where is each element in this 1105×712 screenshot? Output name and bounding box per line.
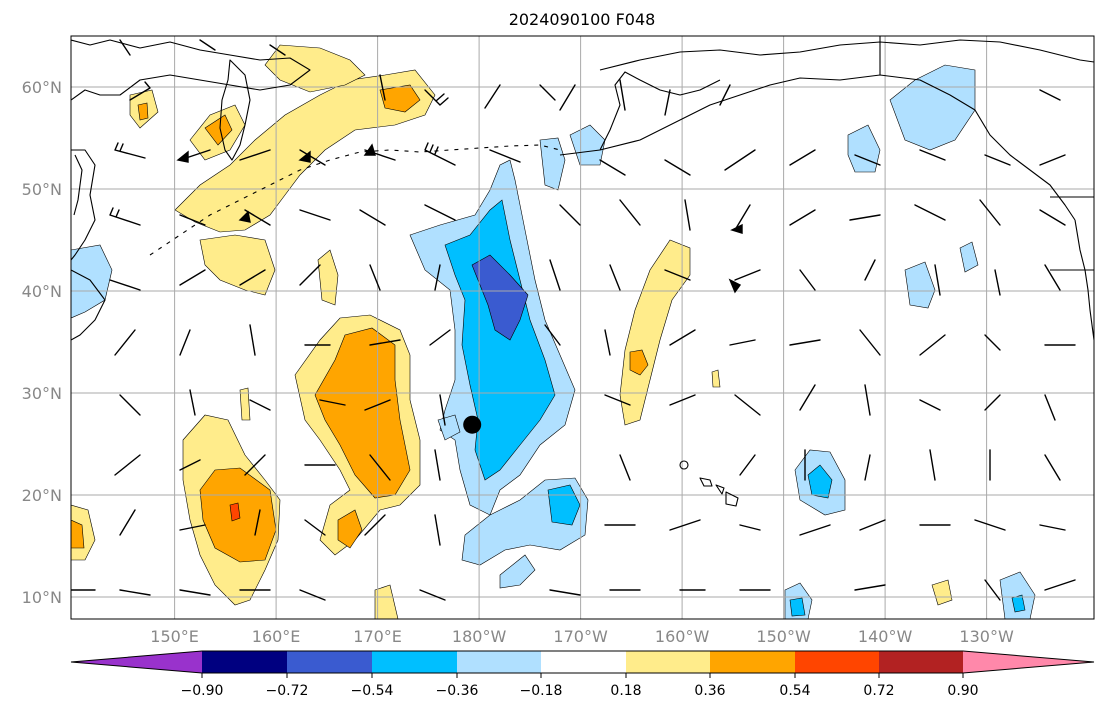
anomaly-band-northwest — [264, 44, 366, 93]
anomaly-hawaii-ne-core — [807, 464, 833, 499]
anomaly-ne-pacific-spot — [904, 261, 936, 309]
anomaly-band-north-core — [379, 84, 421, 113]
anomaly-central-pacific-lobe — [337, 509, 363, 549]
coastline-kamchatka — [219, 59, 251, 161]
coastline-siberia — [71, 39, 311, 101]
positive-anomaly-regions — [71, 44, 953, 619]
anomaly-s-spot-core — [789, 597, 806, 617]
colorbar-tick-label: 0.54 — [779, 683, 810, 699]
colorbar-segment — [457, 651, 541, 673]
anomaly-band-north — [174, 69, 436, 233]
colorbar-segment — [71, 651, 202, 673]
anomaly-small-3 — [931, 579, 953, 606]
figure-title: 2024090100 F048 — [509, 10, 656, 29]
anomaly-band-north-core-2 — [204, 114, 233, 146]
latitude-labels: 60°N 50°N 40°N 30°N 20°N 10°N — [22, 78, 62, 607]
anomaly-west-edge-core — [71, 519, 85, 549]
colorbar-tick-labels: −0.90 −0.72 −0.54 −0.36 −0.18 0.18 0.36 … — [181, 683, 979, 699]
anomaly-dateline-small — [539, 137, 566, 191]
anomaly-gulf-spot — [847, 124, 881, 173]
colorbar-segment — [626, 651, 710, 673]
coastline-bering — [599, 71, 721, 151]
anomaly-central-pacific-core — [314, 327, 411, 499]
coastline-hawaii-2 — [715, 484, 725, 495]
storm-center-marker — [463, 415, 482, 434]
colorbar-segment — [287, 651, 372, 673]
colorbar: −0.90 −0.72 −0.54 −0.36 −0.18 0.18 0.36 … — [70, 650, 1095, 699]
lon-label: 140°W — [858, 627, 913, 646]
coastline-alaska-north — [599, 39, 1094, 71]
colorbar-tick-label: −0.54 — [351, 683, 394, 699]
anomaly-aleutian-spot — [569, 124, 606, 166]
lat-label: 50°N — [22, 180, 62, 199]
anomaly-east-pacific-ribbon — [619, 239, 691, 426]
colorbar-tick-label: −0.18 — [520, 683, 563, 699]
colorbar-segment — [795, 651, 879, 673]
lon-label: 150°E — [150, 627, 199, 646]
coastline-japan — [71, 269, 106, 341]
colorbar-tick-label: −0.72 — [266, 683, 309, 699]
anomaly-small-blue-1 — [437, 414, 461, 441]
map-panel — [71, 36, 1094, 619]
colorbar-tick-label: 0.18 — [610, 683, 641, 699]
colorbar-tick-label: −0.90 — [181, 683, 224, 699]
lon-label: 150°W — [756, 627, 811, 646]
colorbar-tick-label: 0.36 — [694, 683, 725, 699]
coastline-hawaii-1 — [699, 477, 713, 487]
colorbar-tick-label: 0.90 — [947, 683, 978, 699]
colorbar-ticks — [201, 673, 964, 678]
colorbar-segments — [70, 650, 1095, 674]
coastline-okhotsk — [71, 149, 96, 261]
lat-label: 30°N — [22, 384, 62, 403]
lat-label: 60°N — [22, 78, 62, 97]
contour-fields — [71, 44, 1036, 619]
coastline-sakhalin — [73, 154, 83, 216]
colorbar-segment — [879, 651, 963, 673]
anomaly-south-spot — [374, 584, 399, 619]
colorbar-segment — [710, 651, 795, 673]
colorbar-segment — [372, 651, 457, 673]
colorbar-segment — [202, 651, 287, 673]
anomaly-kamchatka-core — [137, 102, 149, 121]
colorbar-segment — [541, 651, 626, 673]
anomaly-west-pacific-peak — [229, 502, 241, 522]
negative-anomaly-regions — [71, 64, 1036, 619]
anomaly-se-spot — [999, 571, 1036, 619]
lat-label: 40°N — [22, 282, 62, 301]
coastline-hawaii-3 — [725, 491, 739, 507]
anomaly-se-spot-core — [1011, 594, 1026, 613]
lon-label: 160°W — [655, 627, 710, 646]
colorbar-segment — [963, 651, 1094, 673]
anomaly-small-2 — [239, 387, 251, 421]
anomaly-nw-pacific-lobe — [199, 234, 276, 296]
colorbar-tick-label: −0.36 — [436, 683, 479, 699]
lon-label: 180°W — [452, 627, 507, 646]
lon-label: 170°W — [553, 627, 608, 646]
anomaly-dateline-trough-core — [444, 199, 556, 481]
coastline-hawaii-ring — [679, 460, 689, 470]
lon-label: 130°W — [959, 627, 1014, 646]
anomaly-dateline-trough-deep — [471, 254, 529, 341]
coastline-north-america — [1074, 219, 1094, 341]
colorbar-tick-label: 0.72 — [863, 683, 894, 699]
lat-label: 10°N — [22, 588, 62, 607]
anomaly-ne-pacific-spot-2 — [959, 241, 979, 273]
anomaly-east-pacific-core — [629, 349, 649, 376]
map-frame — [70, 35, 1095, 620]
lon-label: 170°E — [353, 627, 402, 646]
lat-label: 20°N — [22, 486, 62, 505]
coastline-aleutians — [149, 144, 561, 256]
longitude-labels: 150°E 160°E 170°E 180°W 170°W 160°W 150°… — [150, 627, 1014, 646]
lon-label: 160°E — [252, 627, 301, 646]
anomaly-trough-south-2 — [499, 554, 536, 589]
wind-barbs — [71, 39, 1076, 601]
anomaly-small-4 — [711, 369, 721, 388]
coastlines — [71, 36, 1094, 507]
